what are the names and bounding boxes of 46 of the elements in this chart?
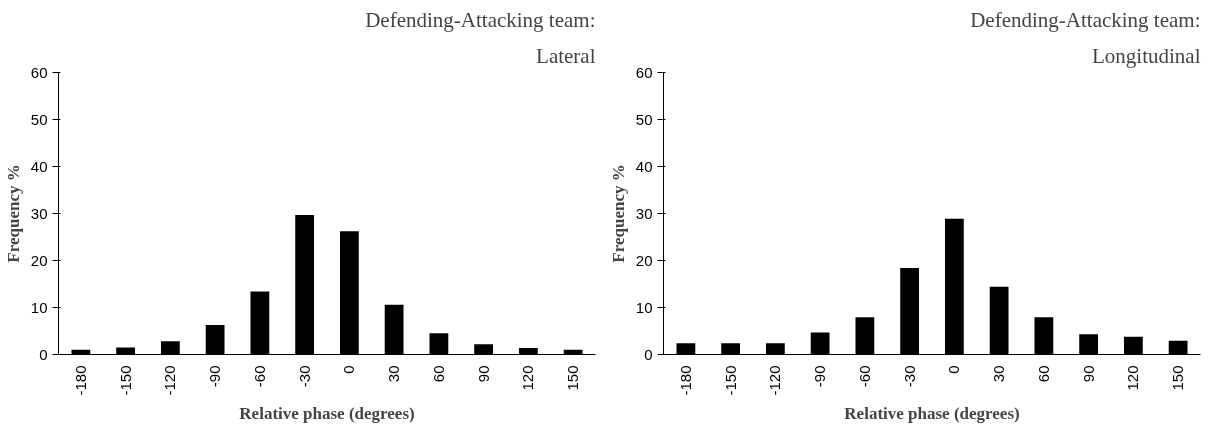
chart-title: Defending-Attacking team: (970, 7, 1201, 32)
x-tick-label: -30 (295, 365, 313, 388)
x-tick-label: -150 (116, 365, 134, 396)
x-tick-label: 150 (1169, 365, 1187, 391)
y-axis-title: Frequency % (3, 164, 23, 263)
chart-subtitle: Lateral (536, 43, 596, 68)
y-tick-label: 30 (30, 204, 48, 222)
y-tick-label: 60 (635, 63, 653, 81)
y-tick-label: 50 (635, 110, 653, 128)
y-tick-label: 10 (30, 298, 48, 316)
y-tick-label: 40 (30, 157, 48, 175)
x-tick-label: 150 (564, 365, 582, 391)
x-tick-label: -60 (855, 365, 873, 388)
x-tick-label: -30 (900, 365, 918, 388)
x-tick-label: -90 (811, 365, 829, 388)
x-tick-label: 120 (1124, 365, 1142, 391)
x-tick-label: 120 (519, 365, 537, 391)
x-tick-label: 90 (474, 365, 492, 383)
x-axis-title: Relative phase (degrees) (844, 403, 1020, 423)
x-tick-label: 60 (429, 365, 447, 383)
x-tick-label: -150 (721, 365, 739, 396)
y-tick-label: 60 (30, 63, 48, 81)
y-tick-label: 40 (635, 157, 653, 175)
x-tick-label: -180 (676, 365, 694, 396)
y-tick-label: 50 (30, 110, 48, 128)
x-tick-label: -90 (206, 365, 224, 388)
x-tick-label: 0 (945, 365, 963, 374)
x-tick-label: 30 (990, 365, 1008, 383)
x-axis-title: Relative phase (degrees) (239, 403, 415, 423)
y-axis-title: Frequency % (608, 164, 628, 263)
y-tick-label: 30 (635, 204, 653, 222)
x-tick-label: 60 (1034, 365, 1052, 383)
x-tick-label: -120 (766, 365, 784, 396)
y-tick-label: 20 (30, 251, 48, 269)
x-tick-label: -60 (250, 365, 268, 388)
x-tick-label: 90 (1079, 365, 1097, 383)
y-tick-label: 20 (635, 251, 653, 269)
x-tick-label: -180 (71, 365, 89, 396)
x-tick-label: 0 (340, 365, 358, 374)
x-tick-label: 30 (385, 365, 403, 383)
y-tick-label: 0 (39, 345, 48, 363)
x-tick-label: -120 (161, 365, 179, 396)
chart-subtitle: Longitudinal (1092, 43, 1201, 68)
chart-title: Defending-Attacking team: (365, 7, 596, 32)
y-tick-label: 10 (635, 298, 653, 316)
y-tick-label: 0 (644, 345, 653, 363)
